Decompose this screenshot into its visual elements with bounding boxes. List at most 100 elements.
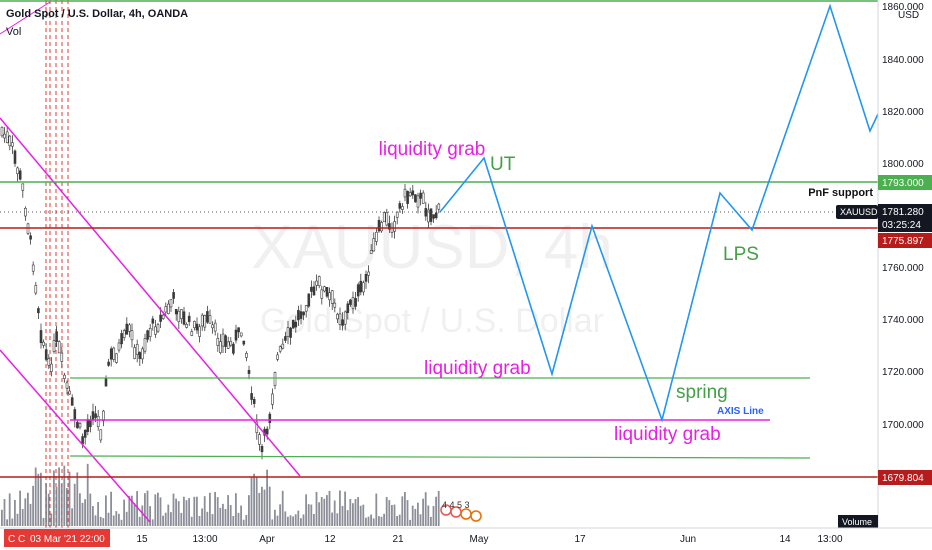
lps-label[interactable]: LPS: [723, 244, 759, 265]
axis-line-label[interactable]: AXIS Line: [717, 406, 764, 417]
channel-lower-line[interactable]: [0, 349, 151, 523]
volume-bar: [396, 516, 398, 526]
volume-bar: [190, 516, 193, 526]
candle-body: [102, 410, 105, 421]
volume-bar: [136, 491, 138, 526]
spring-label[interactable]: spring: [676, 382, 728, 403]
time-tick-label: May: [470, 534, 489, 545]
candle-body: [258, 434, 261, 445]
candle-body: [390, 227, 394, 233]
economic-events-icons[interactable]: 4 4 5 3: [440, 500, 482, 522]
candle-body: [198, 326, 201, 337]
volume-bar: [372, 518, 375, 526]
candle-body: [364, 273, 368, 282]
candle-body: [156, 324, 160, 332]
candle-body: [112, 347, 116, 360]
candle-body: [107, 361, 110, 366]
liquidity-grab-mid-label[interactable]: liquidity grab: [424, 358, 531, 379]
candle-body: [419, 192, 422, 199]
volume-bar: [391, 505, 393, 526]
candle-body: [122, 330, 126, 338]
pnf-support-label[interactable]: PnF support: [808, 187, 873, 199]
candle-body: [50, 363, 53, 372]
candle-body: [406, 190, 409, 204]
symbol-title[interactable]: Gold Spot / U.S. Dollar, 4h, OANDA: [6, 8, 188, 20]
channel-upper-line[interactable]: [0, 117, 301, 477]
candle-body: [154, 326, 157, 335]
candle-body: [427, 209, 430, 223]
level-mid-badge-text: 1775.897: [882, 236, 924, 247]
volume-bar: [164, 512, 167, 526]
candle-body: [16, 167, 19, 175]
event-flag-icon[interactable]: [460, 508, 472, 520]
candle-body: [338, 313, 342, 325]
candle-body: [333, 302, 337, 308]
volume-bar: [359, 505, 362, 526]
candle-body: [252, 399, 256, 404]
liquidity-grab-top-label[interactable]: liquidity grab: [379, 139, 486, 160]
candle-body: [76, 422, 79, 429]
event-flag-icon[interactable]: [470, 510, 482, 522]
candle-body: [195, 323, 199, 331]
candle-body: [39, 330, 43, 343]
price-tick-label: 1760.000: [882, 263, 924, 274]
volume-bar: [63, 465, 66, 526]
volume-indicator-label[interactable]: Vol: [6, 26, 21, 38]
low-level-line[interactable]: [69, 455, 811, 459]
candle-body: [0, 126, 4, 137]
volume-bars: [1, 463, 440, 526]
liquidity-grab-low-label[interactable]: liquidity grab: [614, 424, 721, 445]
candle-body: [281, 343, 285, 349]
candle-body: [13, 150, 17, 164]
volume-bar: [76, 472, 79, 526]
candle-body: [245, 352, 248, 358]
candle-body: [260, 446, 264, 453]
projection-path[interactable]: [439, 3, 879, 423]
volume-bar: [276, 515, 279, 526]
candle-body: [68, 390, 71, 395]
volume-bar: [339, 490, 341, 526]
volume-bar: [424, 492, 427, 526]
volume-bar: [11, 518, 14, 526]
candle-body: [60, 352, 64, 362]
volume-bar: [34, 467, 37, 526]
candle-body: [174, 309, 178, 315]
volume-bar: [255, 477, 258, 526]
candle-body: [44, 349, 48, 360]
volume-bar: [313, 513, 315, 526]
volume-bar: [375, 493, 378, 526]
candle-body: [193, 321, 196, 329]
candle-body: [271, 393, 274, 405]
candle-body: [96, 415, 100, 428]
time-tick-label: 17: [574, 534, 586, 545]
volume-bar: [154, 494, 157, 526]
candle-body: [317, 276, 321, 287]
watermark-name: Gold Spot / U.S. Dollar: [260, 302, 604, 340]
candle-body: [8, 135, 12, 147]
candle-body: [315, 280, 318, 286]
candle-body: [330, 290, 334, 304]
volume-bar: [183, 496, 185, 526]
candle-body: [133, 347, 136, 359]
candle-body: [125, 323, 129, 335]
candle-body: [429, 208, 433, 222]
time-axis[interactable]: 15 13:00 Apr 12 21 May 17 Jun 14 13:00 C C 03 Mar…: [0, 527, 932, 550]
time-cursor-label: 03 Mar '21 22:00: [30, 534, 105, 545]
level-mid-badge: [878, 233, 932, 248]
candle-body: [247, 369, 251, 374]
volume-bar: [401, 496, 404, 526]
ut-label[interactable]: UT: [490, 154, 516, 175]
volume-bar: [177, 501, 180, 526]
volume-bar: [92, 506, 94, 526]
volume-bar: [16, 513, 19, 526]
candle-body: [143, 338, 147, 352]
candle-body: [408, 192, 412, 197]
price-scale[interactable]: 1840.0001820.0001800.0001780.0001760.000…: [836, 0, 932, 528]
plot-area[interactable]: [0, 0, 878, 528]
volume-bar: [307, 504, 310, 526]
candle-body: [141, 348, 144, 360]
volume-bar: [320, 497, 323, 526]
candle-body: [172, 292, 175, 299]
volume-bar: [279, 504, 281, 526]
